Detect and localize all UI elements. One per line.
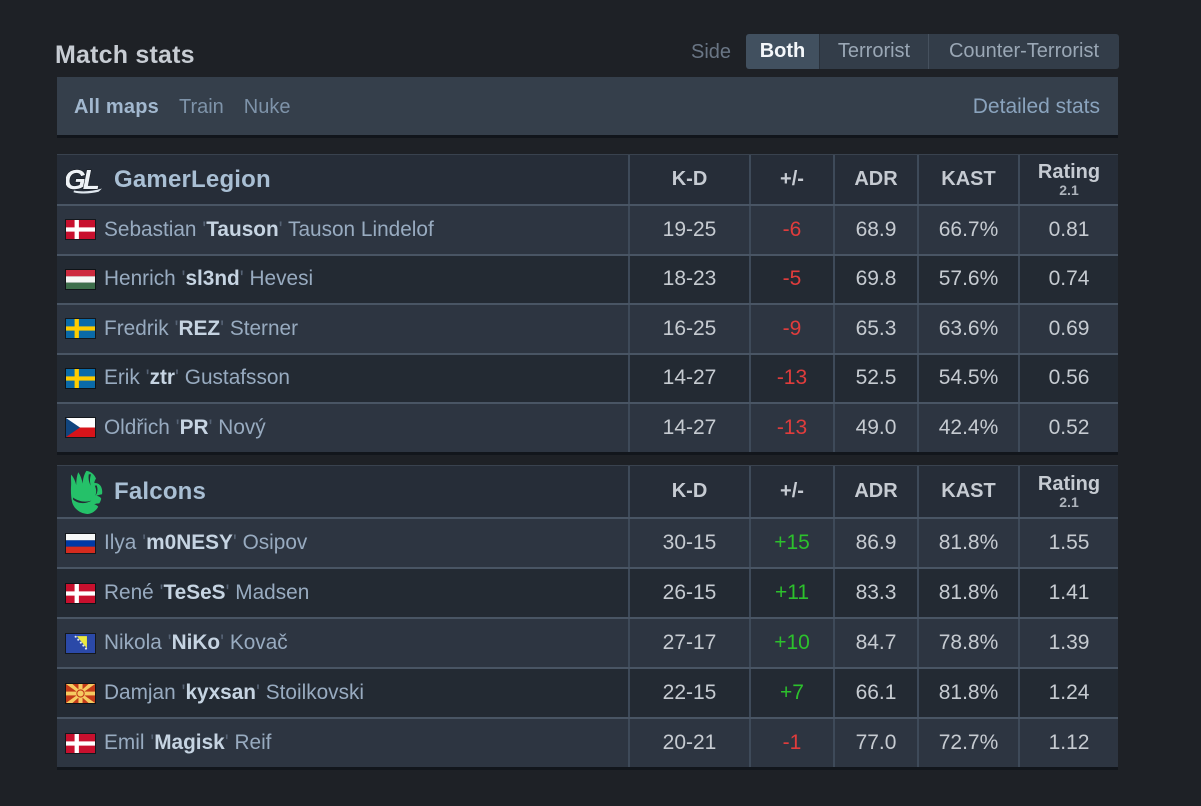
svg-text:GL: GL xyxy=(66,164,99,195)
